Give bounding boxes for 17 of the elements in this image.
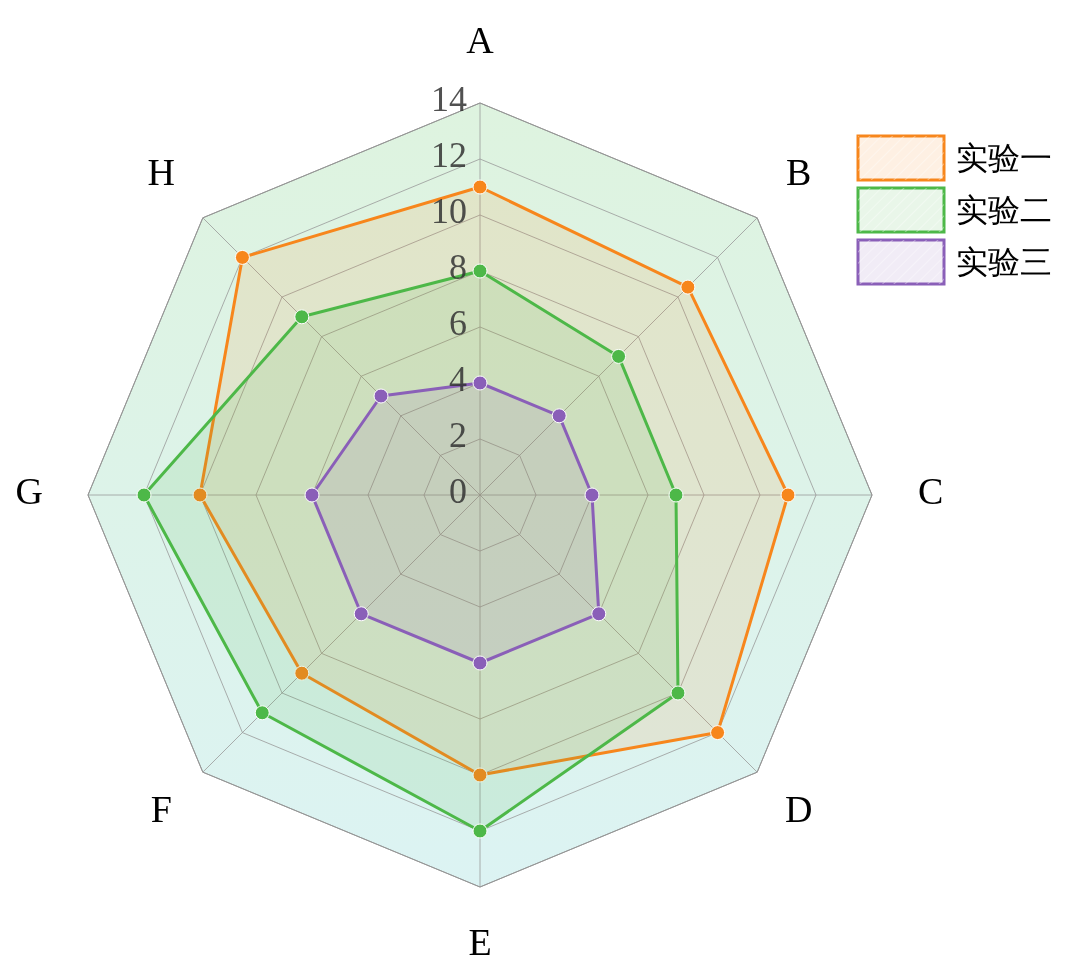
legend-label: 实验三 [956,243,1052,281]
legend-label: 实验一 [956,139,1052,177]
spoke-label: G [15,469,43,512]
y-tick-label: 14 [431,79,467,120]
legend-label: 实验二 [956,191,1052,229]
spoke-label: F [150,788,172,831]
y-tick-label: 12 [431,135,467,176]
spoke-label: A [466,18,495,61]
y-tick-label: 10 [431,191,467,232]
spoke-label: C [918,469,944,512]
y-tick-label: 2 [449,415,467,456]
spoke-label: B [786,150,812,193]
spoke-label: H [147,150,175,193]
spoke-label: D [785,788,813,831]
y-tick-label: 6 [449,303,467,344]
spoke-label: E [468,920,492,963]
y-tick-label: 0 [449,471,467,512]
